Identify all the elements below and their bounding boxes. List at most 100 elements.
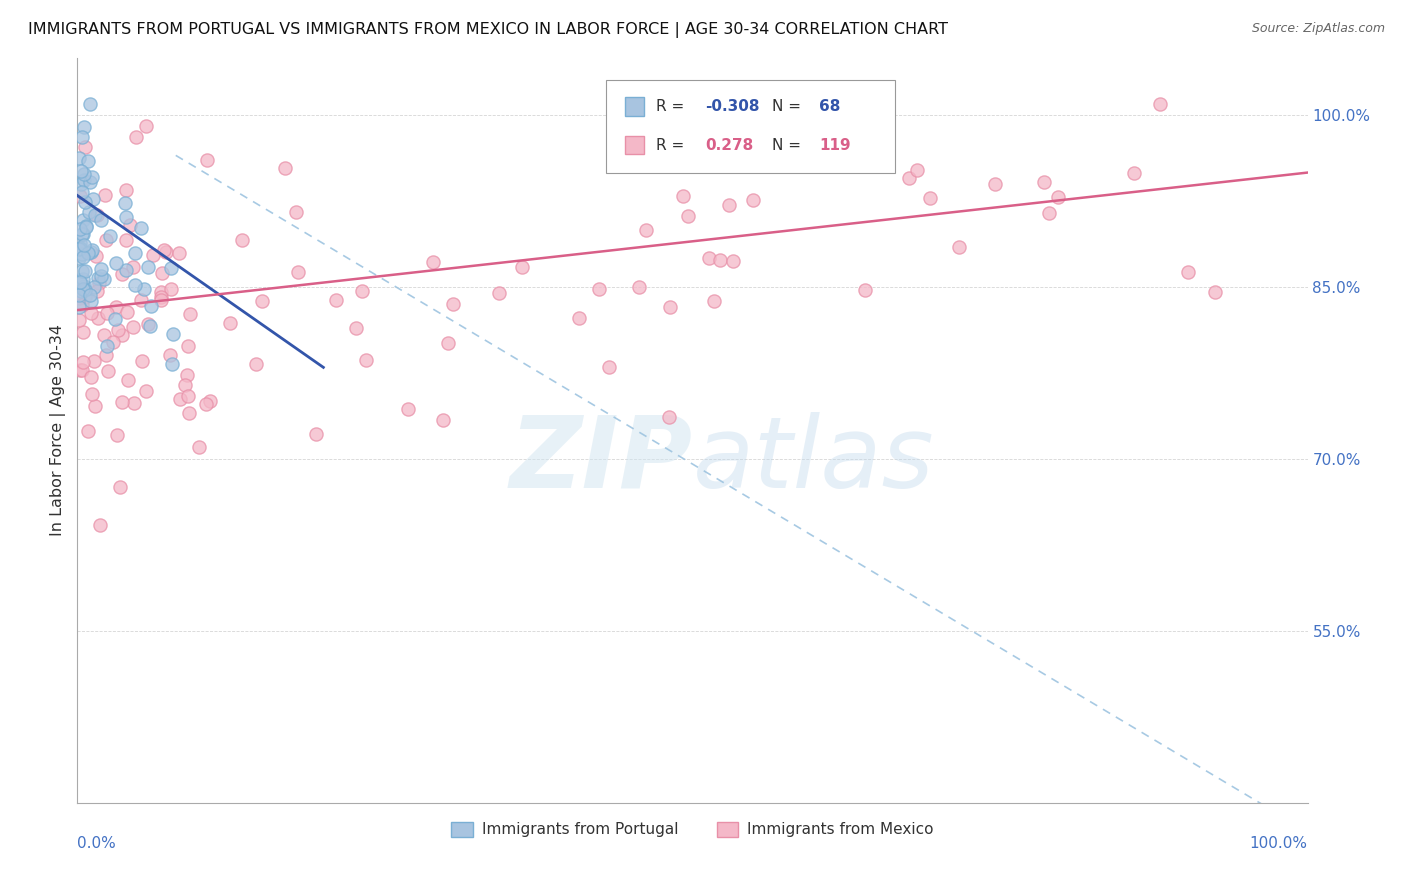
Point [69,235,91,250]
Point [73,120,96,134]
Point [70,186,93,200]
Point [84,249,107,263]
Point [80,170,103,185]
Point [436,336,458,351]
Point [72,363,94,377]
Point [1177,265,1199,279]
Point [152,243,174,257]
Point [905,163,928,178]
Text: ZIP: ZIP [509,412,693,508]
Point [79,175,101,189]
Point [703,293,725,308]
Point [124,277,146,292]
Point [84,208,107,222]
Point [898,171,921,186]
Point [169,392,191,406]
Point [742,193,765,207]
Point [135,384,157,399]
Point [160,357,183,371]
Point [122,320,145,334]
FancyBboxPatch shape [606,80,896,173]
Point [75,194,97,209]
Point [79,96,101,111]
Point [129,221,152,235]
Point [111,328,134,343]
Text: 100.0%: 100.0% [1250,837,1308,851]
Text: IMMIGRANTS FROM PORTUGAL VS IMMIGRANTS FROM MEXICO IN LABOR FORCE | AGE 30-34 CO: IMMIGRANTS FROM PORTUGAL VS IMMIGRANTS F… [28,22,948,38]
Point [422,255,444,269]
Point [69,178,91,192]
Point [287,265,309,279]
Bar [624,136,644,154]
Point [177,406,200,420]
Point [96,233,118,247]
Point [86,284,108,298]
Point [84,399,107,413]
Point [274,161,297,176]
Point [697,251,720,265]
Text: 119: 119 [820,137,851,153]
Point [150,290,173,304]
Point [72,271,94,285]
Point [325,293,347,307]
Point [105,256,128,270]
Point [96,339,118,353]
Point [83,353,105,368]
Point [568,310,591,325]
Point [984,177,1007,191]
Point [67,291,90,305]
Point [174,378,197,392]
Point [150,293,173,308]
Point [948,240,970,254]
Point [853,283,876,297]
Point [107,323,129,337]
Point [396,401,419,416]
Point [195,153,218,167]
Text: -0.308: -0.308 [704,99,759,114]
Point [441,297,464,311]
Point [135,119,157,133]
Text: 68: 68 [820,99,841,114]
Point [89,277,111,291]
Point [1204,285,1226,300]
Point [67,273,90,287]
Point [488,286,510,301]
Point [195,397,218,411]
Point [101,334,124,349]
Point [73,237,96,252]
Point [125,129,148,144]
Point [77,153,100,168]
Point [177,389,200,403]
Point [69,275,91,289]
Point [79,245,101,260]
Point [121,260,143,275]
Point [75,219,97,234]
Point [96,306,118,320]
Point [245,357,267,371]
Point [198,394,221,409]
Point [108,480,131,494]
Point [75,140,97,154]
Point [69,164,91,178]
Point [432,413,454,427]
Point [1123,165,1146,179]
Point [70,246,93,260]
Point [73,278,96,293]
Point [177,339,200,353]
Point [80,294,103,309]
Point [73,264,96,278]
Point [76,245,98,260]
Point [160,260,183,275]
Point [124,246,146,260]
Point [67,288,90,302]
Point [70,264,93,278]
Point [111,395,134,409]
Point [1038,206,1060,220]
Point [149,285,172,299]
Point [138,318,160,333]
Legend: Immigrants from Portugal, Immigrants from Mexico: Immigrants from Portugal, Immigrants fro… [446,816,939,844]
Point [67,251,90,265]
Point [634,223,657,237]
Point [67,301,90,315]
Point [72,250,94,264]
